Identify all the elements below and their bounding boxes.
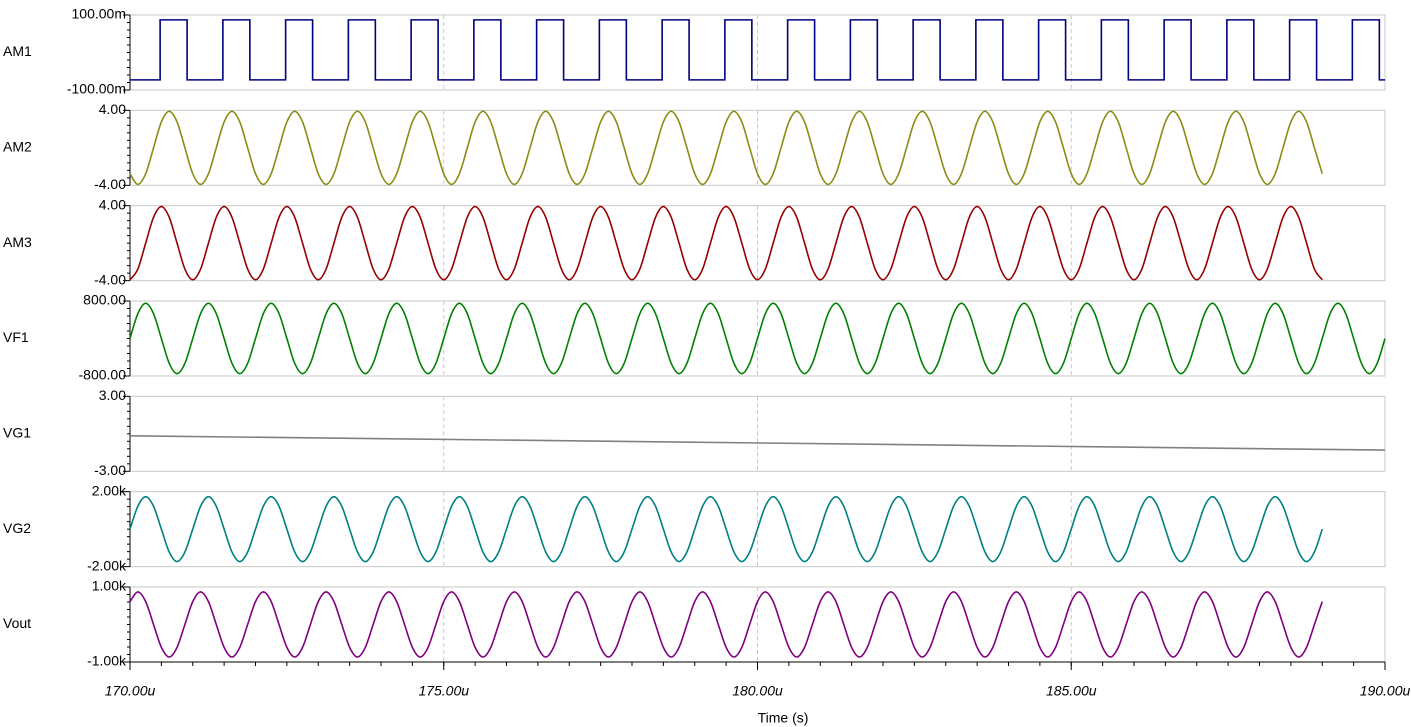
y-tick-label: -2.00k <box>87 557 127 573</box>
y-tick-label: 800.00 <box>83 292 126 308</box>
y-tick-label: 2.00k <box>92 482 127 498</box>
y-tick-label: -800.00 <box>79 367 127 383</box>
panel-label: VF1 <box>3 329 29 345</box>
panel-label: VG2 <box>3 520 31 536</box>
y-tick-label: 4.00 <box>99 196 126 212</box>
y-tick-label: 4.00 <box>99 101 126 117</box>
panel-label: VG1 <box>3 425 31 441</box>
waveform <box>130 19 1385 81</box>
waveform <box>129 495 1324 563</box>
x-tick-label: 170.00u <box>105 683 156 699</box>
waveform <box>129 205 1323 281</box>
waveform <box>129 435 1386 451</box>
y-tick-label: -100.00m <box>67 81 126 97</box>
y-tick-label: -4.00 <box>94 271 126 287</box>
panel-label: AM1 <box>3 43 32 59</box>
x-tick-label: 175.00u <box>418 683 469 699</box>
x-tick-label: 185.00u <box>1046 683 1097 699</box>
waveform <box>129 110 1324 186</box>
waveform <box>129 302 1386 375</box>
x-axis-label: Time (s) <box>758 710 809 726</box>
y-tick-label: -1.00k <box>87 653 127 669</box>
panel-label: AM3 <box>3 234 32 250</box>
y-tick-label: 3.00 <box>99 387 126 403</box>
y-tick-label: -4.00 <box>94 176 126 192</box>
y-tick-label: -3.00 <box>94 462 126 478</box>
y-tick-label: 100.00m <box>72 6 126 22</box>
waveform <box>129 591 1324 658</box>
y-tick-label: 1.00k <box>92 578 127 594</box>
x-tick-label: 180.00u <box>732 683 783 699</box>
panel-label: Vout <box>3 615 31 631</box>
x-tick-label: 190.00u <box>1360 683 1411 699</box>
panel-label: AM2 <box>3 139 32 155</box>
